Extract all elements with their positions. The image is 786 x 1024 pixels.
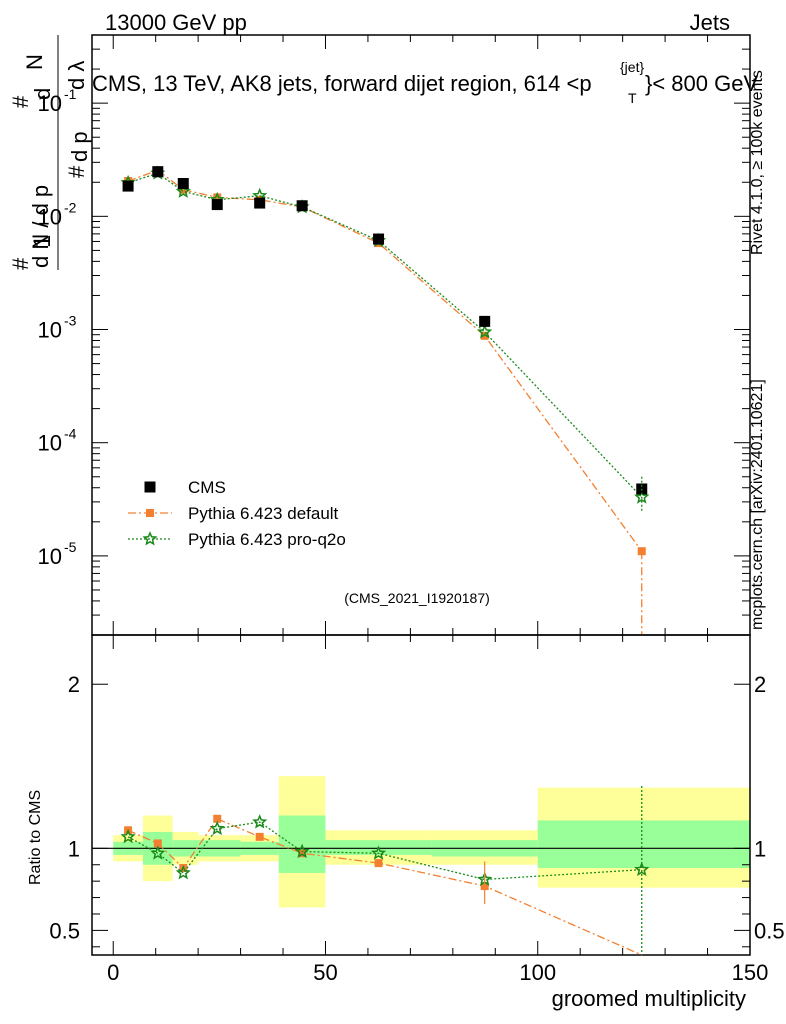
data-point xyxy=(175,864,191,880)
side-label-rivet: Rivet 4.1.0, ≥ 100k events xyxy=(749,70,766,255)
chart-title-main: CMS, 13 TeV, AK8 jets, forward dijet reg… xyxy=(92,71,592,96)
side-label-mcplots: mcplots.cern.ch [arXiv:2401.10621] xyxy=(749,379,766,630)
main-ylabel: # 1 d N / d p # d p d N d λ # xyxy=(8,35,92,270)
y-tick-label: 10 xyxy=(38,204,62,229)
data-point xyxy=(213,814,222,823)
data-point xyxy=(294,843,310,859)
svg-text:N: N xyxy=(22,54,47,70)
data-point xyxy=(634,489,650,504)
svg-text:#: # xyxy=(64,165,89,178)
data-point xyxy=(120,828,136,844)
data-point xyxy=(213,193,222,202)
y-tick-label: 10 xyxy=(38,431,62,456)
data-point xyxy=(374,859,383,868)
legend-marker xyxy=(144,481,156,493)
data-point xyxy=(254,197,266,209)
ratio-y-tick-label: 1 xyxy=(68,836,80,861)
y-tick-label-exp: -3 xyxy=(64,313,77,329)
x-tick-label: 50 xyxy=(313,960,337,985)
legend-marker xyxy=(142,531,158,546)
y-tick-label: 10 xyxy=(38,544,62,569)
data-point xyxy=(150,845,166,860)
svg-text:#: # xyxy=(8,95,33,108)
series-line xyxy=(127,172,643,498)
y-tick-label-exp: -4 xyxy=(64,426,77,442)
y-tick-label-exp: -1 xyxy=(64,86,77,102)
analysis-id: (CMS_2021_I1920187) xyxy=(344,590,490,606)
data-point xyxy=(296,200,308,212)
svg-text:#: # xyxy=(8,257,33,270)
data-point xyxy=(122,180,134,192)
chart-title-end: }< 800 GeV xyxy=(645,71,758,96)
x-tick-label: 0 xyxy=(107,960,119,985)
data-point xyxy=(477,324,493,339)
svg-text:d p: d p xyxy=(67,131,92,162)
chart-title-sup: {jet} xyxy=(620,59,644,75)
y-tick-label: 10 xyxy=(38,318,62,343)
data-point xyxy=(211,199,223,211)
data-point xyxy=(255,832,264,841)
data-point xyxy=(175,183,191,198)
x-tick-label: 150 xyxy=(732,960,769,985)
header-left: 13000 GeV pp xyxy=(105,10,247,35)
ratio-frame xyxy=(91,634,751,956)
data-point xyxy=(153,839,162,848)
xaxis-label: groomed multiplicity xyxy=(552,986,746,1011)
svg-text:d λ: d λ xyxy=(64,61,89,90)
y-tick-label-exp: -2 xyxy=(64,199,77,215)
data-point xyxy=(298,849,307,858)
data-point xyxy=(252,814,268,829)
legend-label: Pythia 6.423 pro-q2o xyxy=(188,530,346,549)
ratio-y-tick-label: 2 xyxy=(68,672,80,697)
svg-text:d N / d p: d N / d p xyxy=(28,185,53,268)
chart-title-sub: T xyxy=(628,90,637,106)
ratio-y-tick-label: 0.5 xyxy=(49,918,80,943)
y-tick-label: 10 xyxy=(38,91,62,116)
data-point xyxy=(179,185,188,194)
legend-label: Pythia 6.423 default xyxy=(188,504,339,523)
chart-title: CMS, 13 TeV, AK8 jets, forward dijet reg… xyxy=(92,71,592,96)
data-point xyxy=(373,233,385,245)
data-point xyxy=(209,820,225,836)
legend-marker xyxy=(146,509,154,517)
data-point xyxy=(634,861,650,877)
ratio-y-tick-label-right: 1 xyxy=(754,836,766,861)
ratio-ylabel: Ratio to CMS xyxy=(27,790,44,885)
svg-text:d: d xyxy=(30,88,55,100)
y-tick-label-exp: -5 xyxy=(64,539,77,555)
data-point xyxy=(480,331,489,340)
legend-label: CMS xyxy=(188,478,226,497)
data-point xyxy=(177,178,189,190)
x-tick-label: 100 xyxy=(519,960,556,985)
series-line xyxy=(127,821,642,881)
ratio-panel: 0 50 100 150 0.5 0.5 1 1 2 2 xyxy=(49,634,785,985)
ratio-band-inner xyxy=(537,820,750,869)
data-point xyxy=(370,845,387,860)
data-point xyxy=(152,166,164,178)
data-point xyxy=(479,315,491,327)
series-line xyxy=(127,817,643,956)
ratio-y-tick-label-right: 0.5 xyxy=(754,918,785,943)
header-right: Jets xyxy=(690,10,730,35)
ratio-y-tick-label-right: 2 xyxy=(754,672,766,697)
svg-text:1: 1 xyxy=(29,235,56,248)
